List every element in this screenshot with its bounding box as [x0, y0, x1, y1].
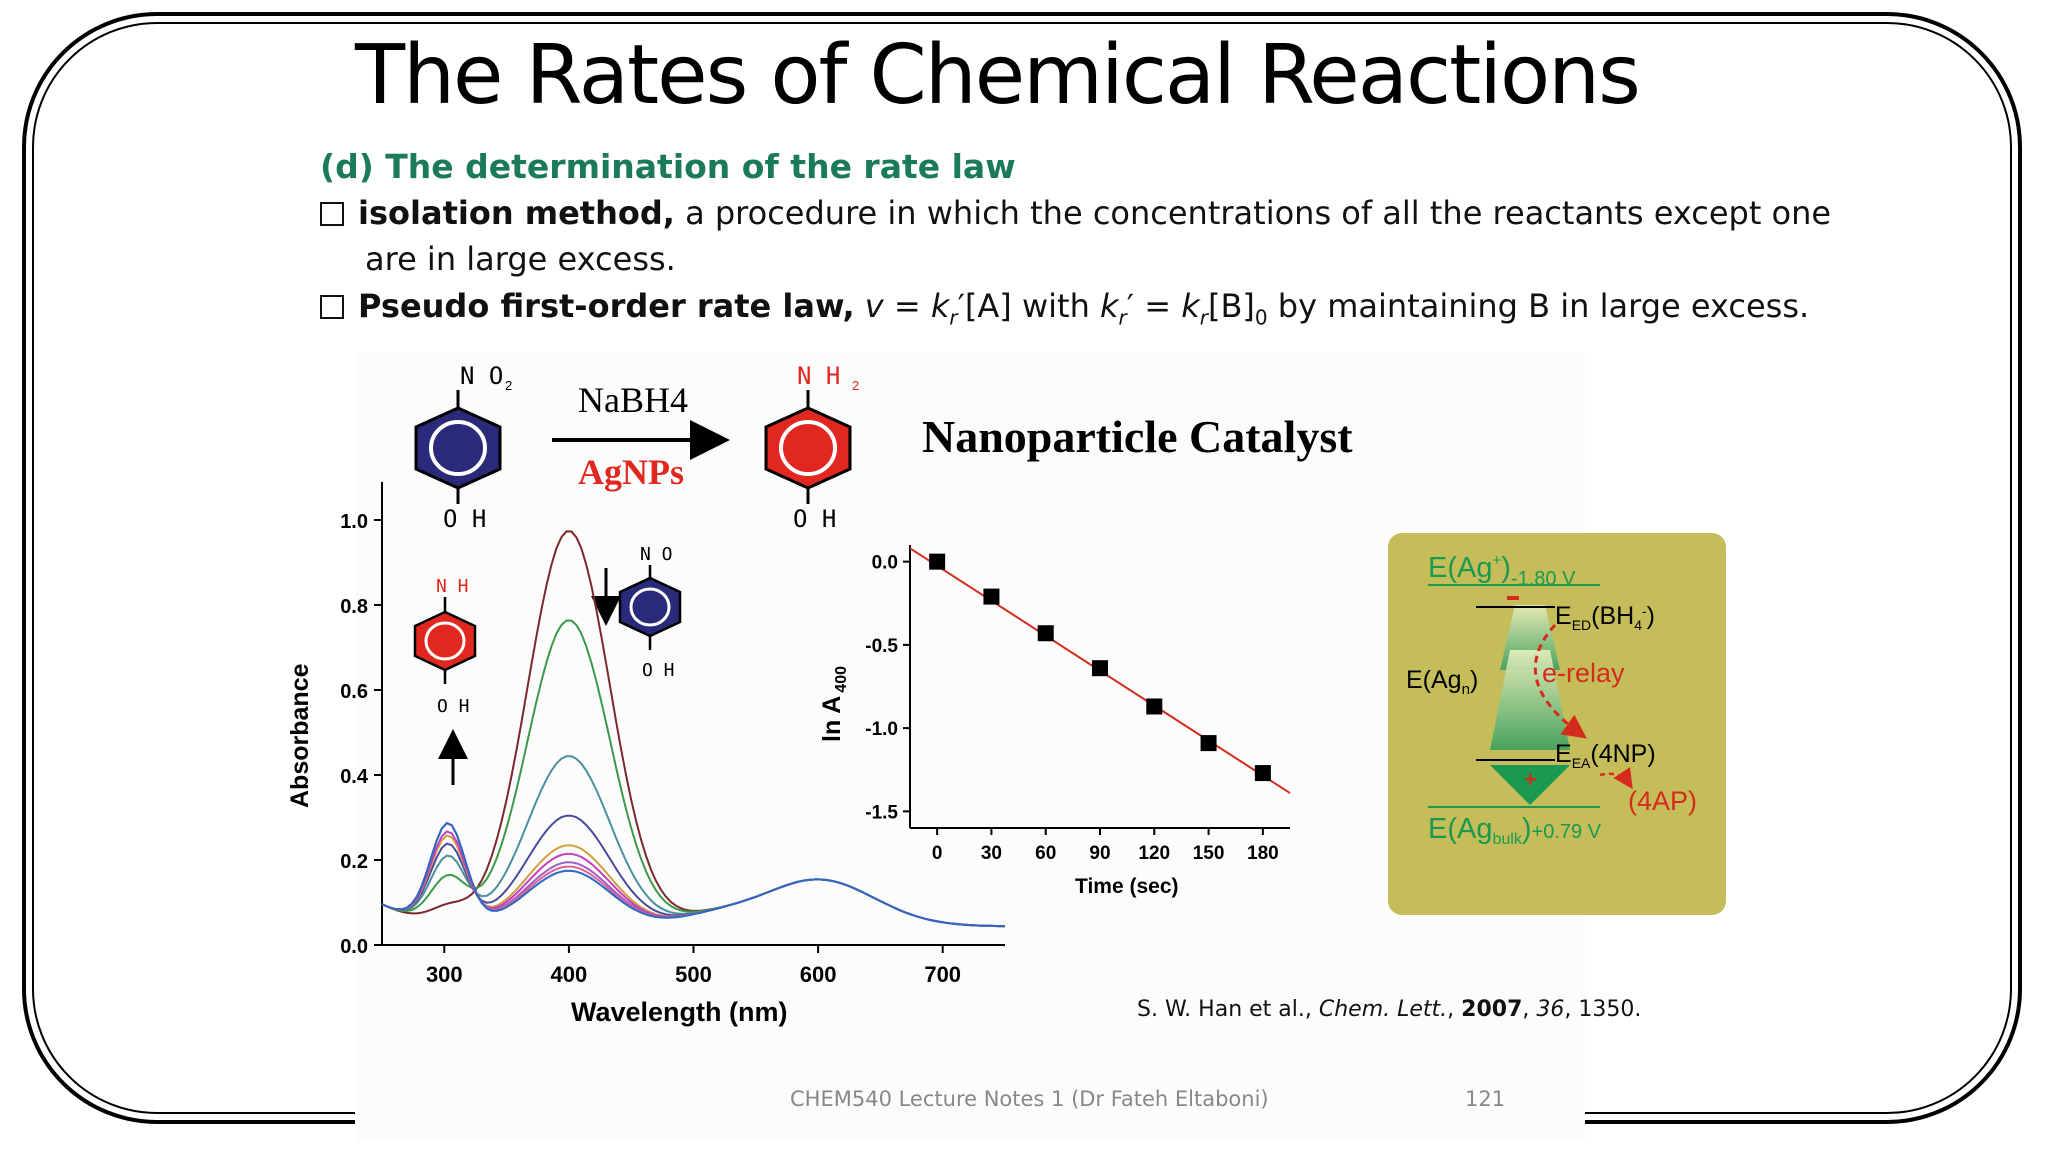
uv-y-tick-label: 0.2 [340, 851, 368, 873]
kin-y-tick-label: -0.5 [865, 636, 898, 657]
reactant-top-label: N O [460, 362, 503, 390]
uv-vis-chart: Absorbance Wavelength (nm) N H O H N O O… [286, 482, 1005, 1027]
kin-x-label: Time (sec) [1075, 875, 1179, 898]
kin-data-point [929, 553, 946, 570]
product-sub-label: 2 [852, 378, 859, 393]
uv-inset-nitro-bottom: O H [642, 660, 675, 681]
kin-data-point [1092, 660, 1108, 677]
kin-y-tick-label: 0.0 [872, 553, 898, 574]
uv-spectrum-line [381, 814, 1005, 928]
bullet-pseudo-first-order: Pseudo first-order rate law, v = kr′[A] … [320, 283, 1809, 340]
reaction-scheme: N O 2 O H NaBH4 AgNPs N H 2 O H Nanopart… [414, 362, 1353, 533]
slide-title: The Rates of Chemical Reactions [355, 28, 1641, 123]
kin-x-tick-label: 180 [1247, 843, 1279, 864]
uv-y-label: Absorbance [286, 663, 314, 808]
uv-x-tick-label: 400 [551, 962, 588, 987]
uv-y-tick-label: 0.6 [340, 681, 368, 703]
catalyst-label: AgNPs [578, 452, 684, 492]
uv-spectrum-line [381, 821, 1005, 928]
kin-data-point [1037, 625, 1054, 642]
kin-x-tick-label: 0 [932, 843, 943, 864]
energy-plus-icon: + [1524, 767, 1537, 792]
uv-inset-nitro-top: N O [640, 544, 673, 565]
energy-ea-label: EEA(4NP) [1555, 740, 1656, 771]
kin-x-tick-label: 60 [1035, 843, 1056, 864]
uv-y-tick-label: 0.4 [340, 766, 369, 788]
kin-x-tick-label: 150 [1193, 843, 1225, 864]
bullet-isolation-bold: isolation method, [358, 194, 675, 232]
uv-x-tick-label: 300 [426, 962, 463, 987]
rate-law-equation: v = kr′[A] with kr′ = kr[B]0 by maintain… [864, 287, 1810, 330]
uv-x-tick-label: 500 [675, 962, 712, 987]
footer-page-number: 121 [1465, 1087, 1506, 1111]
uv-x-tick-label: 600 [800, 962, 837, 987]
energy-agn-label: E(Agn) [1406, 666, 1478, 698]
energy-diagram: + E(Ag+)-1.80 V EED(BH4-) E(Agn) e-relay… [1388, 533, 1726, 915]
product-arrow [1599, 766, 1633, 790]
uv-y-tick-label: 0.8 [340, 596, 368, 618]
bullet-pseudo-bold: Pseudo first-order rate law, [358, 287, 855, 325]
reactant-ring-circle [429, 420, 487, 476]
bullet-isolation-continued: are in large excess. [365, 240, 676, 278]
bullet-isolation-text: a procedure in which the concentrations … [674, 194, 1832, 232]
kin-y-tick-label: -1.5 [865, 802, 898, 823]
uv-inset-amino-bottom: O H [437, 696, 470, 717]
bullet-isolation: isolation method, a procedure in which t… [320, 190, 1831, 236]
uv-spectrum-line [381, 755, 1005, 928]
uv-inset-amino-circle [424, 621, 466, 661]
checkbox-icon [320, 295, 344, 319]
uv-inset-nitro-circle [629, 587, 671, 627]
citation: S. W. Han et al., Chem. Lett., 2007, 36,… [1137, 997, 1642, 1022]
reactant-sub-label: 2 [505, 378, 512, 393]
kinetics-chart: ln A400 Time (sec) 0.0 -0.5 -1.0 -1.5 0 30 60 9… [818, 545, 1291, 898]
figure-background [355, 352, 1585, 1142]
uv-inset-amino-top: N H [436, 576, 469, 597]
kin-y-tick-label: -1.0 [865, 719, 898, 740]
footer-course: CHEM540 Lecture Notes 1 (Dr Fateh Eltabo… [790, 1087, 1269, 1111]
nanoparticle-heading: Nanoparticle Catalyst [922, 411, 1353, 462]
e-relay-arrow [1533, 623, 1587, 739]
checkbox-icon [320, 202, 344, 226]
energy-marker-top [1507, 596, 1519, 600]
kin-data-point [1200, 735, 1217, 752]
uv-x-label: Wavelength (nm) [571, 997, 788, 1027]
uv-inset-amino-ring [413, 610, 477, 672]
energy-cone-bottom [1490, 765, 1570, 805]
kin-data-point [1254, 765, 1271, 782]
uv-inset-nitro-ring [618, 576, 682, 638]
product-ring-circle [779, 420, 837, 476]
section-subheading: (d) The determination of the rate law [320, 147, 1016, 186]
product-top-label: N H [797, 362, 840, 390]
uv-x-tick-label: 700 [924, 962, 961, 987]
uv-spectrum-line [381, 619, 1005, 928]
kin-data-point [983, 588, 1000, 605]
kin-x-tick-label: 30 [981, 843, 1002, 864]
kin-x-tick-label: 90 [1089, 843, 1110, 864]
reagent-label: NaBH4 [578, 380, 688, 420]
kin-y-label: ln A400 [818, 666, 850, 742]
uv-y-tick-label: 1.0 [340, 511, 368, 533]
kin-x-tick-label: 120 [1138, 843, 1170, 864]
e-relay-label: e-relay [1542, 658, 1625, 688]
kin-data-point [1146, 698, 1163, 715]
reactant-bottom-label: O H [443, 505, 486, 533]
product-4ap-label: (4AP) [1628, 786, 1697, 816]
uv-y-tick-label: 0.0 [340, 936, 368, 958]
product-bottom-label: O H [793, 505, 836, 533]
uv-spectrum-line [381, 530, 1005, 928]
energy-cone-mid [1490, 650, 1570, 750]
